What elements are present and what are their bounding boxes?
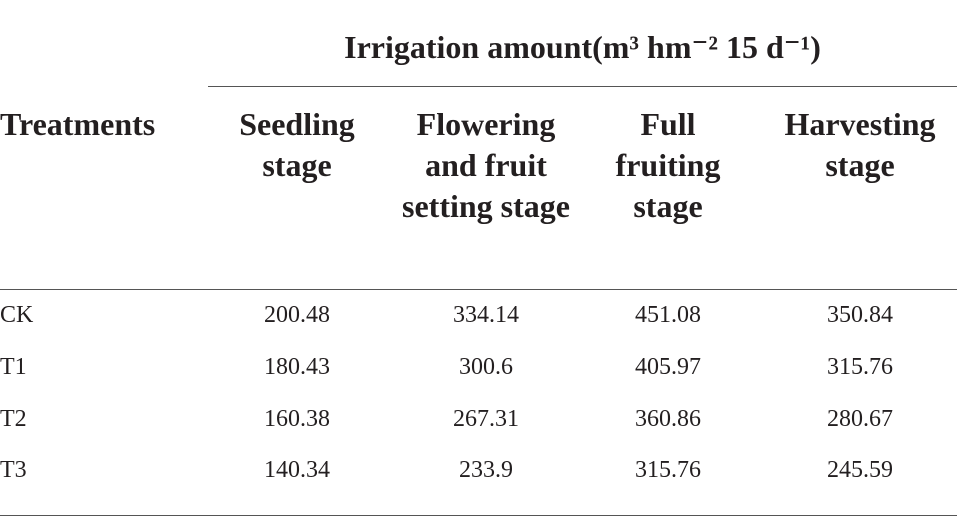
column-header: Full fruiting stage (615, 106, 721, 224)
cell: 300.6 (459, 354, 513, 380)
cell: 160.38 (264, 406, 330, 432)
column-header: Harvesting stage (784, 106, 936, 183)
row-label: T1 (0, 354, 27, 380)
row-label: T2 (0, 406, 27, 432)
cell: 233.9 (459, 457, 513, 483)
cell: 315.76 (635, 457, 701, 483)
cell: 180.43 (264, 354, 330, 380)
row-label: T3 (0, 457, 27, 483)
column-header: Flowering and fruit setting stage (402, 106, 570, 224)
rule (208, 86, 957, 87)
cell: 360.86 (635, 406, 701, 432)
column-header: Seedling stage (239, 106, 355, 183)
rule (0, 289, 957, 290)
cell: 334.14 (453, 302, 519, 328)
cell: 405.97 (635, 354, 701, 380)
row-label: CK (0, 302, 34, 328)
cell: 200.48 (264, 302, 330, 328)
cell: 140.34 (264, 457, 330, 483)
cell: 350.84 (827, 302, 893, 328)
rule (0, 515, 957, 516)
cell: 451.08 (635, 302, 701, 328)
cell: 315.76 (827, 354, 893, 380)
cell: 280.67 (827, 406, 893, 432)
column-header: Treatments (0, 106, 156, 142)
cell: 245.59 (827, 457, 893, 483)
table-title: Irrigation amount(m³ hm⁻² 15 d⁻¹) (344, 29, 821, 65)
cell: 267.31 (453, 406, 519, 432)
